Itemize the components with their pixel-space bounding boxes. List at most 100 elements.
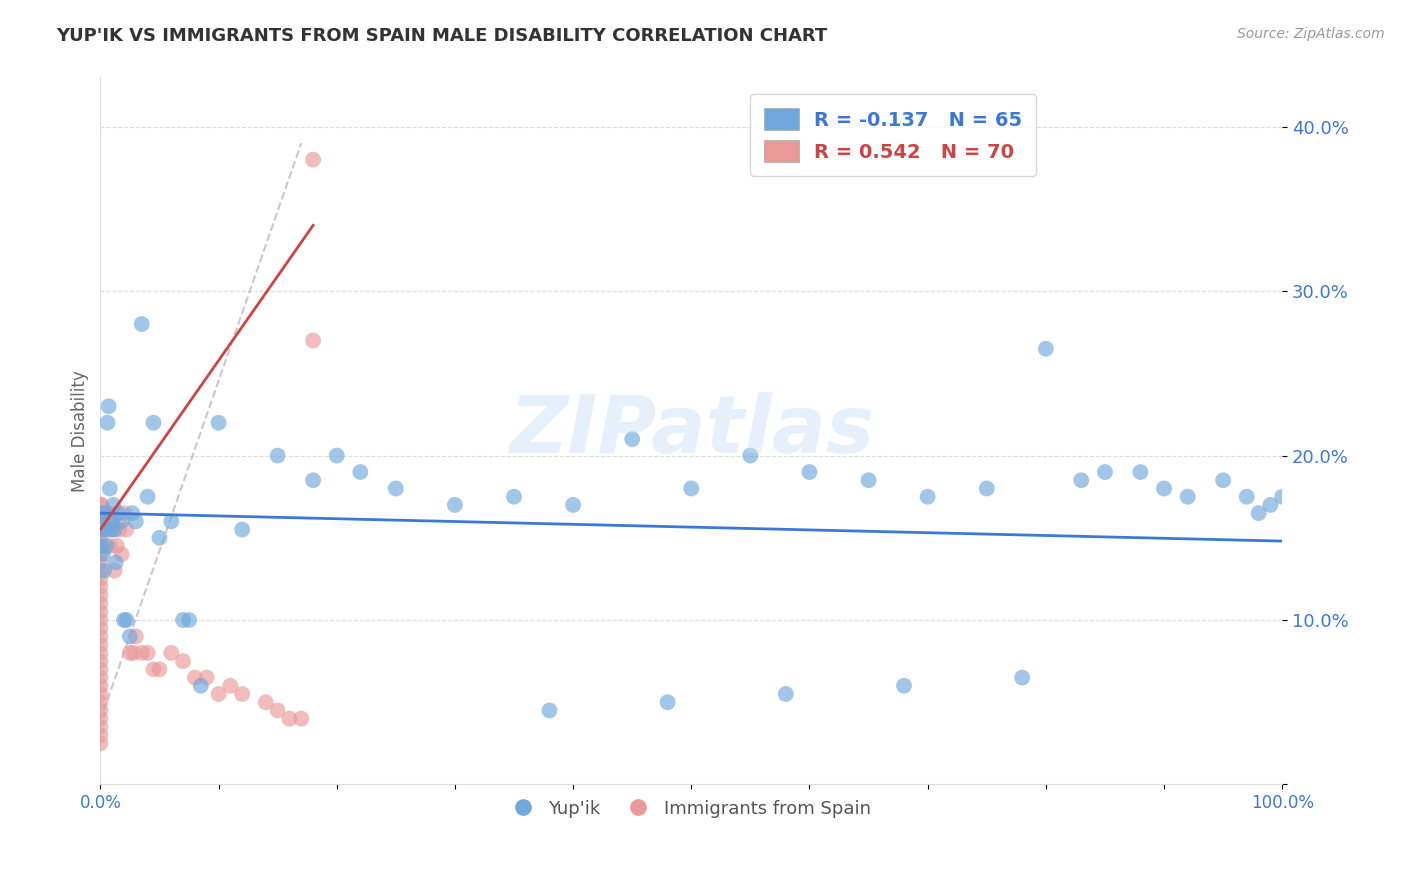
Point xyxy=(93,506,115,520)
Point xyxy=(89,580,111,594)
Point xyxy=(160,646,183,660)
Point xyxy=(89,498,111,512)
Point xyxy=(91,547,114,561)
Point xyxy=(89,646,111,660)
Point xyxy=(172,654,194,668)
Point xyxy=(325,449,347,463)
Point xyxy=(96,416,118,430)
Point xyxy=(799,465,821,479)
Point xyxy=(103,564,125,578)
Point xyxy=(302,334,325,348)
Point xyxy=(976,482,998,496)
Point xyxy=(103,498,125,512)
Point xyxy=(125,514,148,528)
Point xyxy=(1011,671,1033,685)
Point xyxy=(98,482,121,496)
Text: YUP'IK VS IMMIGRANTS FROM SPAIN MALE DISABILITY CORRELATION CHART: YUP'IK VS IMMIGRANTS FROM SPAIN MALE DIS… xyxy=(56,27,828,45)
Point xyxy=(1247,506,1270,520)
Point xyxy=(118,646,141,660)
Point xyxy=(207,687,229,701)
Point xyxy=(195,671,218,685)
Point xyxy=(254,695,277,709)
Point xyxy=(184,671,207,685)
Point xyxy=(89,564,111,578)
Point xyxy=(96,539,118,553)
Point xyxy=(96,506,118,520)
Point xyxy=(657,695,679,709)
Point xyxy=(93,506,115,520)
Point xyxy=(131,317,153,331)
Legend: Yup'ik, Immigrants from Spain: Yup'ik, Immigrants from Spain xyxy=(505,792,877,825)
Point xyxy=(231,523,253,537)
Point xyxy=(89,613,111,627)
Point xyxy=(89,630,111,644)
Point xyxy=(89,514,111,528)
Point xyxy=(89,523,111,537)
Point xyxy=(266,703,288,717)
Point xyxy=(207,416,229,430)
Point xyxy=(775,687,797,701)
Point xyxy=(858,473,880,487)
Y-axis label: Male Disability: Male Disability xyxy=(72,370,89,491)
Point xyxy=(1236,490,1258,504)
Point xyxy=(278,712,301,726)
Point xyxy=(97,399,120,413)
Point xyxy=(89,728,111,742)
Point xyxy=(1129,465,1152,479)
Point xyxy=(142,662,165,676)
Point xyxy=(121,506,143,520)
Point xyxy=(104,556,127,570)
Point xyxy=(89,654,111,668)
Point xyxy=(89,506,111,520)
Point xyxy=(89,736,111,750)
Point xyxy=(89,621,111,635)
Point xyxy=(89,662,111,676)
Point xyxy=(115,613,138,627)
Point xyxy=(503,490,526,504)
Point xyxy=(97,514,120,528)
Text: ZIPatlas: ZIPatlas xyxy=(509,392,873,470)
Point xyxy=(89,539,111,553)
Point xyxy=(290,712,312,726)
Point xyxy=(160,514,183,528)
Point xyxy=(112,613,135,627)
Point xyxy=(219,679,242,693)
Point xyxy=(136,490,159,504)
Point xyxy=(89,605,111,619)
Point xyxy=(142,416,165,430)
Point xyxy=(93,564,115,578)
Point xyxy=(385,482,408,496)
Point xyxy=(103,523,125,537)
Point xyxy=(91,506,114,520)
Point xyxy=(148,662,170,676)
Point xyxy=(177,613,200,627)
Point xyxy=(111,514,134,528)
Point xyxy=(1070,473,1092,487)
Point xyxy=(101,523,124,537)
Point xyxy=(90,523,112,537)
Point xyxy=(112,506,135,520)
Point xyxy=(1212,473,1234,487)
Point xyxy=(1094,465,1116,479)
Point xyxy=(302,473,325,487)
Point xyxy=(89,703,111,717)
Point xyxy=(266,449,288,463)
Point xyxy=(90,498,112,512)
Point xyxy=(118,630,141,644)
Point xyxy=(89,547,111,561)
Point xyxy=(444,498,467,512)
Point xyxy=(90,506,112,520)
Text: Source: ZipAtlas.com: Source: ZipAtlas.com xyxy=(1237,27,1385,41)
Point xyxy=(172,613,194,627)
Point xyxy=(538,703,561,717)
Point xyxy=(94,523,117,537)
Point xyxy=(893,679,915,693)
Point xyxy=(101,514,124,528)
Point xyxy=(100,514,122,528)
Point xyxy=(89,720,111,734)
Point xyxy=(1177,490,1199,504)
Point xyxy=(111,547,134,561)
Point xyxy=(91,523,114,537)
Point xyxy=(89,671,111,685)
Point xyxy=(740,449,762,463)
